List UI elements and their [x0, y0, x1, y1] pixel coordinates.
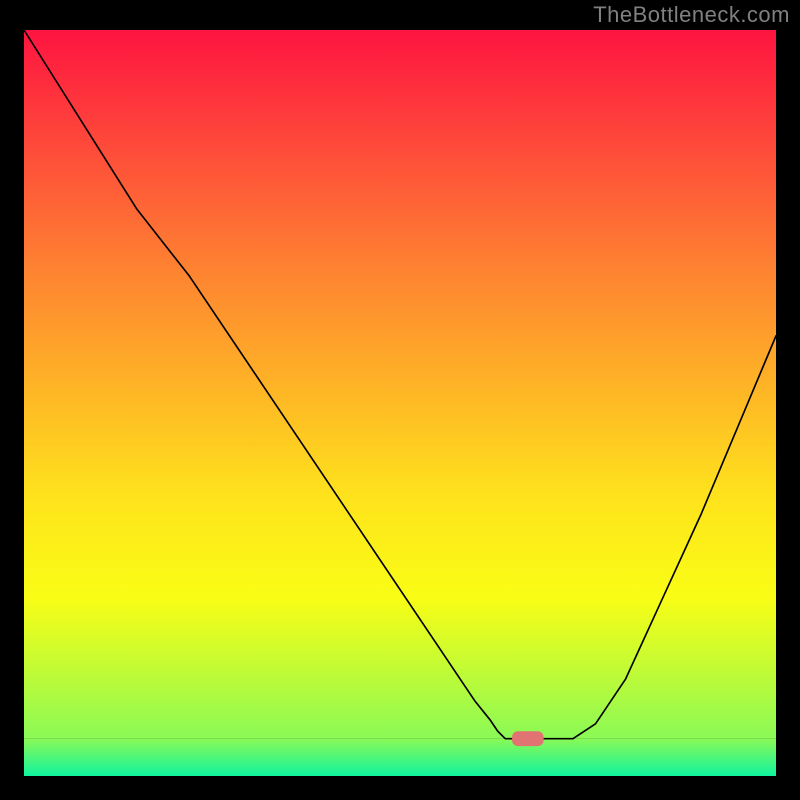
optimal-marker [512, 731, 544, 746]
gradient-background [24, 30, 776, 739]
chart-frame: TheBottleneck.com [0, 0, 800, 800]
watermark-text: TheBottleneck.com [593, 2, 790, 28]
gradient-curve-chart [24, 30, 776, 776]
plot-area [24, 30, 776, 776]
green-band [24, 739, 776, 776]
